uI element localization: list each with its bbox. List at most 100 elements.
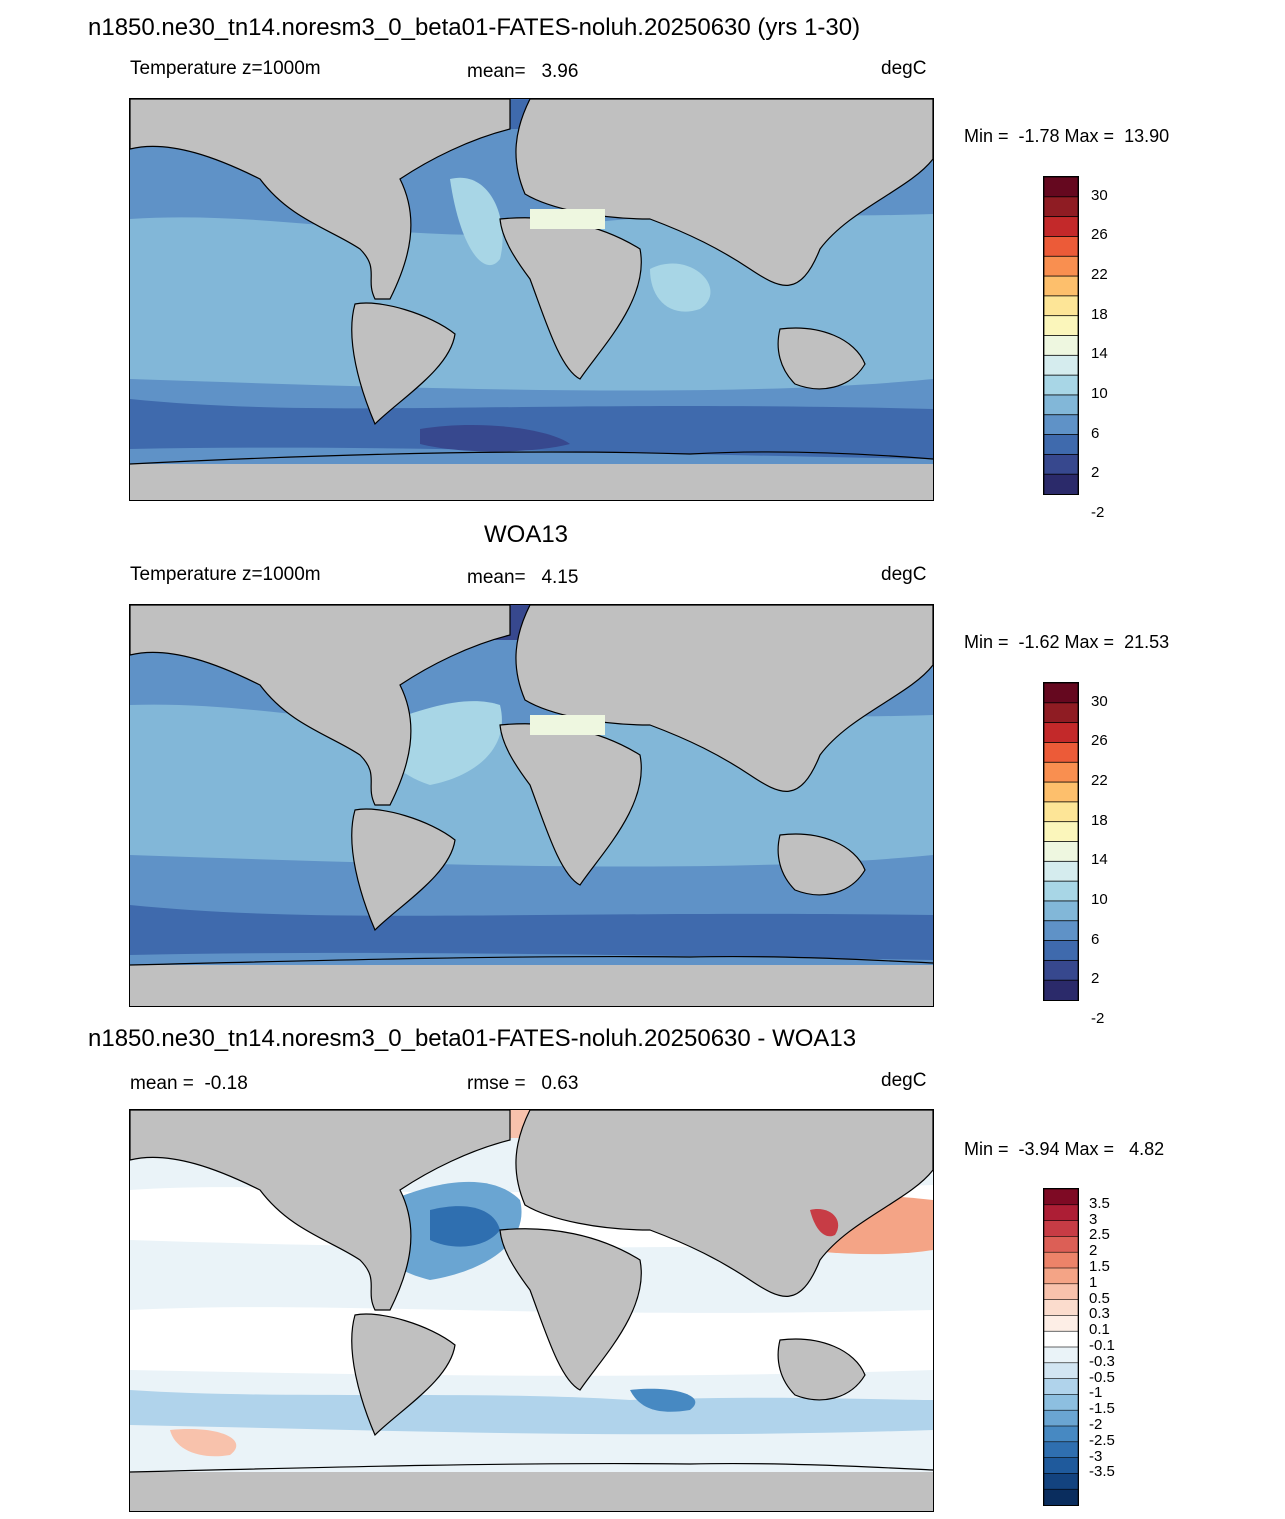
colorbar-swatch (1043, 295, 1079, 317)
colorbar-swatch (1043, 275, 1079, 297)
panel2-map (129, 604, 934, 1007)
colorbar-swatch (1043, 315, 1079, 337)
colorbar-swatch (1043, 722, 1079, 744)
colorbar-tick-label: 6 (1091, 424, 1100, 442)
colorbar-tick-label: -3.5 (1089, 1463, 1115, 1481)
colorbar-swatch (1043, 1473, 1079, 1490)
colorbar-tick-label: -3 (1089, 1447, 1103, 1465)
colorbar-swatch (1043, 801, 1079, 823)
colorbar-swatch (1043, 1330, 1079, 1348)
colorbar-tick-label: 1 (1089, 1273, 1098, 1291)
colorbar-swatch (1043, 742, 1079, 764)
colorbar-tick-label: 26 (1091, 732, 1108, 750)
colorbar-tick-label: 2 (1091, 970, 1100, 988)
panel1-title: n1850.ne30_tn14.noresm3_0_beta01-FATES-n… (88, 14, 861, 41)
colorbar-tick-label: 30 (1091, 692, 1108, 710)
colorbar-tick-label: -0.5 (1089, 1368, 1115, 1386)
panel2-units-label: degC (881, 564, 927, 585)
colorbar-tick-label: 30 (1091, 186, 1108, 204)
colorbar-swatch (1043, 196, 1079, 218)
colorbar-tick-label: 6 (1091, 930, 1100, 948)
colorbar-swatch (1043, 1362, 1079, 1380)
colorbar-tick-label: 2 (1089, 1242, 1098, 1260)
panel3-colorbar-bar (1043, 1188, 1079, 1506)
colorbar-tick-label: 14 (1091, 345, 1108, 363)
colorbar-tick-label: 1.5 (1089, 1258, 1110, 1275)
colorbar-tick-label: 26 (1091, 226, 1108, 244)
panel1-map (129, 98, 934, 501)
panel2-variable-label: Temperature z=1000m (130, 564, 321, 585)
panel3-title: n1850.ne30_tn14.noresm3_0_beta01-FATES-n… (88, 1025, 857, 1052)
colorbar-tick-label: -2.5 (1089, 1431, 1115, 1449)
colorbar-swatch (1043, 1188, 1079, 1206)
colorbar-tick-label: -2 (1091, 503, 1105, 521)
panel1-units-label: degC (881, 58, 927, 79)
panel2-mean-label: mean= 4.15 (467, 567, 579, 588)
panel3-minmax-label: Min = -3.94 Max = 4.82 (964, 1139, 1165, 1159)
colorbar-swatch (1043, 1299, 1079, 1317)
colorbar-tick-label: -2 (1089, 1416, 1103, 1433)
colorbar-swatch (1043, 979, 1079, 1001)
colorbar-tick-label: 2.5 (1089, 1226, 1110, 1244)
colorbar-swatch (1043, 236, 1079, 258)
colorbar-tick-label: 18 (1091, 305, 1108, 323)
colorbar-swatch (1043, 434, 1079, 456)
colorbar-tick-label: 14 (1091, 851, 1108, 869)
colorbar-swatch (1043, 1251, 1079, 1269)
panel2-minmax-label: Min = -1.62 Max = 21.53 (964, 632, 1170, 652)
panel3-map (129, 1109, 934, 1512)
colorbar-swatch (1043, 1220, 1079, 1238)
colorbar-tick-label: -1.5 (1089, 1400, 1115, 1418)
colorbar-swatch (1043, 216, 1079, 238)
colorbar-tick-label: 0.3 (1089, 1305, 1110, 1323)
colorbar-swatch (1043, 1457, 1079, 1475)
colorbar-swatch (1043, 176, 1079, 198)
colorbar-swatch (1043, 761, 1079, 783)
colorbar-swatch (1043, 940, 1079, 962)
colorbar-swatch (1043, 374, 1079, 396)
colorbar-swatch (1043, 335, 1079, 357)
colorbar-swatch (1043, 394, 1079, 416)
colorbar-tick-label: 18 (1091, 811, 1108, 829)
colorbar-tick-label: -2 (1091, 1009, 1105, 1027)
panel2-colorbar-bar (1043, 682, 1079, 1001)
panel3-units-label: degC (881, 1070, 927, 1091)
panel3-rmse-label: rmse = 0.63 (467, 1073, 579, 1094)
colorbar-swatch (1043, 354, 1079, 377)
colorbar-tick-label: 0.1 (1089, 1321, 1110, 1339)
colorbar-tick-label: 3.5 (1089, 1194, 1110, 1212)
panel1-variable-label: Temperature z=1000m (130, 58, 321, 79)
colorbar-tick-label: -0.1 (1089, 1337, 1115, 1354)
colorbar-swatch (1043, 900, 1079, 922)
colorbar-swatch (1043, 920, 1079, 942)
colorbar-swatch (1043, 1409, 1079, 1427)
colorbar-swatch (1043, 1378, 1079, 1396)
colorbar-swatch (1043, 860, 1079, 883)
colorbar-swatch (1043, 841, 1079, 863)
colorbar-tick-label: 22 (1091, 266, 1108, 284)
colorbar-swatch (1043, 1204, 1079, 1222)
panel1-colorbar-bar (1043, 176, 1079, 495)
colorbar-swatch (1043, 1236, 1079, 1254)
colorbar-swatch (1043, 821, 1079, 843)
colorbar-swatch (1043, 1441, 1079, 1459)
colorbar-tick-label: 10 (1091, 890, 1108, 908)
colorbar-swatch (1043, 682, 1079, 704)
colorbar-swatch (1043, 255, 1079, 277)
colorbar-swatch (1043, 1346, 1079, 1364)
colorbar-swatch (1043, 702, 1079, 724)
colorbar-tick-label: 22 (1091, 772, 1108, 790)
colorbar-swatch (1043, 880, 1079, 902)
colorbar-swatch (1043, 1315, 1079, 1333)
colorbar-tick-label: -0.3 (1089, 1352, 1115, 1370)
colorbar-tick-label: 0.5 (1089, 1289, 1110, 1307)
colorbar-swatch (1043, 473, 1079, 495)
colorbar-swatch (1043, 453, 1079, 476)
panel1-minmax-label: Min = -1.78 Max = 13.90 (964, 126, 1170, 146)
panel2-title: WOA13 (484, 521, 569, 548)
colorbar-swatch (1043, 1425, 1079, 1443)
colorbar-swatch (1043, 959, 1079, 982)
colorbar-swatch (1043, 1394, 1079, 1411)
panel1-mean-label: mean= 3.96 (467, 61, 579, 82)
colorbar-swatch (1043, 1488, 1079, 1506)
